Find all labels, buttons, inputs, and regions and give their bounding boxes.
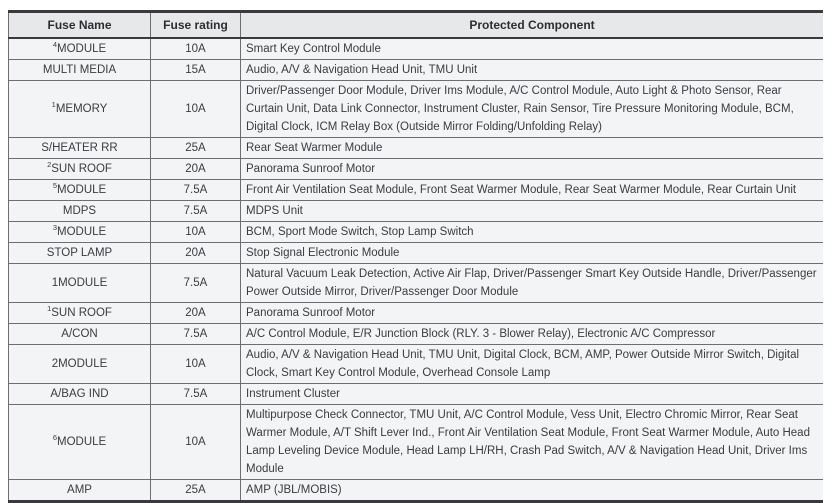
protected-component: Multipurpose Check Connector, TMU Unit, …: [240, 404, 823, 480]
protected-component: Driver/Passenger Door Module, Driver Ims…: [240, 80, 823, 138]
fuse-rating: 10A: [150, 344, 241, 384]
fuse-name: MODULE: [56, 436, 107, 448]
protected-component: Audio, A/V & Navigation Head Unit, TMU U…: [240, 344, 823, 384]
fuse-rating: 25A: [150, 479, 241, 502]
fuse-name-cell: A/BAG IND: [8, 383, 151, 405]
fuse-name-footnote-number: 1: [47, 304, 52, 314]
protected-component: Front Air Ventilation Seat Module, Front…: [240, 179, 823, 201]
fuse-name: STOP LAMP: [46, 247, 113, 259]
fuse-name-cell: 1SUN ROOF: [8, 302, 151, 324]
table-row: 6MODULE 10A Multipurpose Check Connector, …: [8, 404, 823, 480]
fuse-name-footnote-number: 2: [47, 160, 52, 170]
fuse-rating: 10A: [150, 38, 241, 60]
fuse-rating: 10A: [150, 404, 241, 480]
table-row: 1MEMORY 10A Driver/Passenger Door Module, …: [8, 80, 823, 138]
protected-component: Panorama Sunroof Motor: [240, 158, 823, 180]
fuse-rating: 7.5A: [150, 200, 241, 222]
fuse-name: MODULE: [56, 43, 107, 55]
fuse-name-cell: MULTI MEDIA: [8, 59, 151, 81]
fuse-rating: 20A: [150, 158, 241, 180]
table-row: 2SUN ROOF 20A Panorama Sunroof Motor: [8, 158, 823, 180]
table-row: 4MODULE 10A Smart Key Control Module: [8, 38, 823, 60]
table-body: 4MODULE 10A Smart Key Control Module MULTI …: [8, 38, 823, 502]
fuse-rating: 10A: [150, 80, 241, 138]
fuse-name: S/HEATER RR: [41, 142, 118, 154]
fuse-rating: 7.5A: [150, 263, 241, 303]
protected-component: Natural Vacuum Leak Detection, Active Ai…: [240, 263, 823, 303]
fuse-name: 2MODULE: [51, 358, 108, 370]
fuse-name: AMP: [67, 484, 92, 496]
fuse-name: 1MODULE: [51, 277, 108, 289]
protected-component: AMP (JBL/MOBIS): [240, 479, 823, 502]
fuse-name: MEMORY: [55, 103, 108, 115]
protected-component: Rear Seat Warmer Module: [240, 137, 823, 159]
fuse-name: SUN ROOF: [51, 307, 112, 319]
protected-component: Audio, A/V & Navigation Head Unit, TMU U…: [240, 59, 823, 81]
fuse-name: A/CON: [61, 328, 98, 340]
table-row: AMP 25A AMP (JBL/MOBIS): [8, 479, 823, 502]
fuse-name: MDPS: [62, 205, 97, 217]
fuse-rating: 7.5A: [150, 383, 241, 405]
fuse-table-container: Fuse Name Fuse rating Protected Componen…: [8, 10, 823, 503]
fuse-name-cell: S/HEATER RR: [8, 137, 151, 159]
protected-component: Panorama Sunroof Motor: [240, 302, 823, 324]
fuse-name: MULTI MEDIA: [42, 64, 117, 76]
fuse-name: MODULE: [56, 184, 107, 196]
fuse-rating: 20A: [150, 242, 241, 264]
fuse-name-cell: STOP LAMP: [8, 242, 151, 264]
fuse-rating: 15A: [150, 59, 241, 81]
fuse-name-footnote-number: 4: [52, 40, 57, 50]
fuse-name-cell: 1MODULE: [8, 263, 151, 303]
table-row: S/HEATER RR 25A Rear Seat Warmer Module: [8, 137, 823, 159]
table-header: Fuse Name Fuse rating Protected Componen…: [8, 11, 823, 39]
fuse-name-cell: 6MODULE: [8, 404, 151, 480]
fuse-rating: 20A: [150, 302, 241, 324]
protected-component: A/C Control Module, E/R Junction Block (…: [240, 323, 823, 345]
table-row: 3MODULE 10A BCM, Sport Mode Switch, Stop L…: [8, 221, 823, 243]
table-row: 1SUN ROOF 20A Panorama Sunroof Motor: [8, 302, 823, 324]
fuse-name-cell: 2MODULE: [8, 344, 151, 384]
table-row: A/BAG IND 7.5A Instrument Cluster: [8, 383, 823, 405]
fuse-name-footnote-number: 6: [52, 433, 57, 443]
fuse-rating: 25A: [150, 137, 241, 159]
protected-component: Instrument Cluster: [240, 383, 823, 405]
table-row: 1MODULE 7.5A Natural Vacuum Leak Detection…: [8, 263, 823, 303]
fuse-rating: 10A: [150, 221, 241, 243]
table-row: 2MODULE 10A Audio, A/V & Navigation Head U…: [8, 344, 823, 384]
table-row: MULTI MEDIA 15A Audio, A/V & Navigation He…: [8, 59, 823, 81]
fuse-name-footnote-number: 3: [52, 223, 57, 233]
fuse-name-cell: 3MODULE: [8, 221, 151, 243]
fuse-rating: 7.5A: [150, 179, 241, 201]
fuse-rating: 7.5A: [150, 323, 241, 345]
fuse-name-cell: A/CON: [8, 323, 151, 345]
fuse-name: MODULE: [56, 226, 107, 238]
table-row: STOP LAMP 20A Stop Signal Electronic Modul…: [8, 242, 823, 264]
protected-component: MDPS Unit: [240, 200, 823, 222]
fuse-name-cell: 5MODULE: [8, 179, 151, 201]
table-row: A/CON 7.5A A/C Control Module, E/R Junctio…: [8, 323, 823, 345]
fuse-name-cell: 4MODULE: [8, 38, 151, 60]
fuse-table: Fuse Name Fuse rating Protected Componen…: [8, 10, 823, 503]
header-fuse-name: Fuse Name: [8, 11, 151, 39]
header-row: Fuse Name Fuse rating Protected Componen…: [8, 11, 823, 39]
fuse-name: A/BAG IND: [50, 388, 109, 400]
fuse-name-cell: 1MEMORY: [8, 80, 151, 138]
fuse-name-cell: 2SUN ROOF: [8, 158, 151, 180]
table-row: 5MODULE 7.5A Front Air Ventilation Seat Mo…: [8, 179, 823, 201]
header-protected-component: Protected Component: [240, 11, 823, 39]
header-fuse-rating: Fuse rating: [150, 11, 241, 39]
protected-component: BCM, Sport Mode Switch, Stop Lamp Switch: [240, 221, 823, 243]
protected-component: Smart Key Control Module: [240, 38, 823, 60]
fuse-name: SUN ROOF: [51, 163, 112, 175]
fuse-name-cell: AMP: [8, 479, 151, 502]
fuse-name-cell: MDPS: [8, 200, 151, 222]
fuse-name-footnote-number: 1: [51, 100, 56, 110]
fuse-name-footnote-number: 5: [52, 181, 57, 191]
table-row: MDPS 7.5A MDPS Unit: [8, 200, 823, 222]
protected-component: Stop Signal Electronic Module: [240, 242, 823, 264]
